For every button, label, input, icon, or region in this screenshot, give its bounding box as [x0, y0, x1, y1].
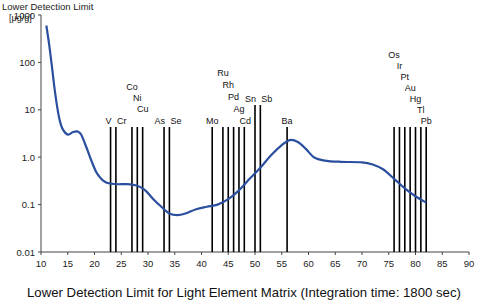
x-tick: [469, 252, 470, 255]
x-tick-label: 35: [169, 258, 180, 269]
element-label: Pb: [421, 116, 432, 126]
element-label: Cu: [137, 104, 149, 114]
y-tick-label: 100: [19, 57, 35, 68]
element-label: Se: [170, 116, 181, 126]
title: Lower Detection Limit for Light Element …: [27, 285, 461, 300]
x-tick-label: 90: [464, 258, 475, 269]
element-label: Pd: [228, 92, 239, 102]
element-line: [244, 127, 246, 252]
x-tick: [442, 252, 443, 255]
element-line: [399, 127, 401, 252]
element-line: [393, 127, 395, 252]
x-tick: [281, 252, 282, 255]
element-line: [254, 105, 256, 252]
x-tick: [255, 252, 256, 255]
x-tick-label: 20: [89, 258, 100, 269]
y-tick: [38, 62, 41, 63]
x-tick-label: 85: [437, 258, 448, 269]
x-tick: [94, 252, 95, 255]
x-tick-label: 65: [330, 258, 341, 269]
x-tick: [41, 252, 42, 255]
element-label: Ru: [217, 68, 229, 78]
x-tick-label: 80: [410, 258, 421, 269]
y-tick: [38, 204, 41, 205]
x-tick-label: 10: [36, 258, 47, 269]
element-line: [260, 105, 262, 252]
element-label: Hg: [410, 94, 422, 104]
x-tick: [148, 252, 149, 255]
y-tick-label: 1000: [14, 10, 35, 21]
element-label: V: [106, 116, 112, 126]
element-label: Tl: [417, 105, 425, 115]
element-label: Ba: [282, 116, 293, 126]
y-tick-label: 1.0: [22, 152, 35, 163]
plot-area: [46, 26, 426, 252]
element-label: Sb: [261, 94, 272, 104]
x-tick-label: 45: [223, 258, 234, 269]
element-line: [110, 127, 112, 252]
element-line: [415, 127, 417, 252]
y-tick: [38, 15, 41, 16]
element-label: Mo: [206, 116, 219, 126]
x-tick: [67, 252, 68, 255]
x-tick: [308, 252, 309, 255]
element-label: As: [155, 116, 166, 126]
x-tick-label: 70: [357, 258, 368, 269]
y-tick-label: 10: [24, 104, 35, 115]
element-label: Co: [126, 82, 138, 92]
element-line: [169, 127, 171, 252]
element-line: [420, 127, 422, 252]
x-tick-label: 60: [303, 258, 314, 269]
x-tick: [415, 252, 416, 255]
element-line: [286, 127, 288, 252]
element-line: [222, 127, 224, 252]
x-tick-label: 30: [143, 258, 154, 269]
element-label: Rh: [222, 80, 234, 90]
chart: Lower Detection Limit[μg/g]0.010.11.0101…: [0, 0, 488, 305]
element-line: [227, 127, 229, 252]
y-tick: [38, 157, 41, 158]
element-line: [409, 127, 411, 252]
element-label: Sn: [245, 94, 256, 104]
x-tick-label: 40: [196, 258, 207, 269]
detection-limit-curve: [46, 26, 426, 216]
x-tick: [335, 252, 336, 255]
element-label: Ir: [397, 61, 403, 71]
x-tick-label: 15: [62, 258, 73, 269]
x-tick: [121, 252, 122, 255]
element-line: [137, 127, 139, 252]
element-line: [233, 127, 235, 252]
x-tick: [174, 252, 175, 255]
y-tick: [38, 109, 41, 110]
element-line: [211, 127, 213, 252]
x-tick-label: 75: [383, 258, 394, 269]
element-label: Cd: [240, 116, 252, 126]
y-tick-label: 0.01: [17, 247, 36, 258]
x-tick-label: 55: [276, 258, 287, 269]
element-label: Au: [405, 83, 416, 93]
x-tick: [201, 252, 202, 255]
element-line: [163, 127, 165, 252]
x-tick-label: 50: [250, 258, 261, 269]
element-label: Cr: [117, 116, 127, 126]
element-label: Ag: [233, 104, 244, 114]
element-label: Os: [388, 50, 400, 60]
x-tick-label: 25: [116, 258, 127, 269]
y-axis: [41, 15, 42, 252]
y-tick-label: 0.1: [22, 199, 35, 210]
x-tick: [228, 252, 229, 255]
element-label: Pt: [401, 72, 410, 82]
element-line: [131, 127, 133, 252]
x-tick: [362, 252, 363, 255]
element-labels: V Cr CoNiCu As Se Mo Ru Rh Pd Ag Cd Sn Sb Ba OsIrPtAuH…: [106, 50, 432, 126]
element-label: Ni: [133, 93, 142, 103]
element-line: [425, 127, 427, 252]
element-line: [115, 127, 117, 252]
x-tick: [388, 252, 389, 255]
